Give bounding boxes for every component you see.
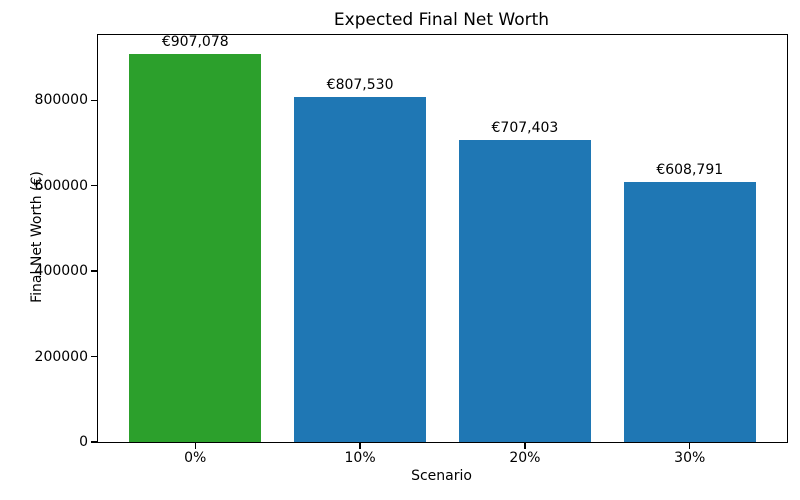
bar-value-label: €608,791 bbox=[656, 161, 724, 178]
bar bbox=[623, 181, 756, 442]
x-tick-mark bbox=[524, 443, 526, 449]
bar-value-label: €907,078 bbox=[161, 34, 229, 51]
x-tick-label: 10% bbox=[344, 450, 376, 466]
chart-title: Expected Final Net Worth bbox=[333, 10, 550, 30]
y-tick-label: 800000 bbox=[34, 92, 88, 109]
plot-area: 0 200000 400000 600000 800000 €907,078 0% €807,… bbox=[35, 34, 788, 466]
x-tick-mark bbox=[689, 443, 691, 449]
x-axis-label: Scenario bbox=[411, 468, 472, 484]
y-tick-mark bbox=[91, 185, 97, 187]
bar bbox=[129, 54, 262, 442]
y-tick-mark bbox=[91, 99, 97, 101]
x-tick-mark bbox=[194, 443, 196, 449]
y-tick-mark bbox=[91, 441, 97, 443]
y-tick-label: 400000 bbox=[34, 263, 88, 280]
bar-value-label: €807,530 bbox=[326, 76, 394, 93]
x-tick-label: 0% bbox=[184, 450, 207, 466]
x-tick-label: 20% bbox=[509, 450, 541, 466]
y-tick-label: 0 bbox=[79, 434, 88, 450]
y-tick-label: 200000 bbox=[34, 348, 88, 365]
bar bbox=[458, 139, 591, 442]
y-tick-label: 600000 bbox=[34, 177, 88, 194]
y-tick-mark bbox=[91, 355, 97, 358]
x-tick-mark bbox=[359, 443, 361, 449]
y-tick-mark bbox=[91, 270, 97, 272]
bar-value-label: €707,403 bbox=[491, 119, 559, 136]
x-tick-label: 30% bbox=[674, 450, 706, 466]
bar bbox=[294, 96, 426, 442]
